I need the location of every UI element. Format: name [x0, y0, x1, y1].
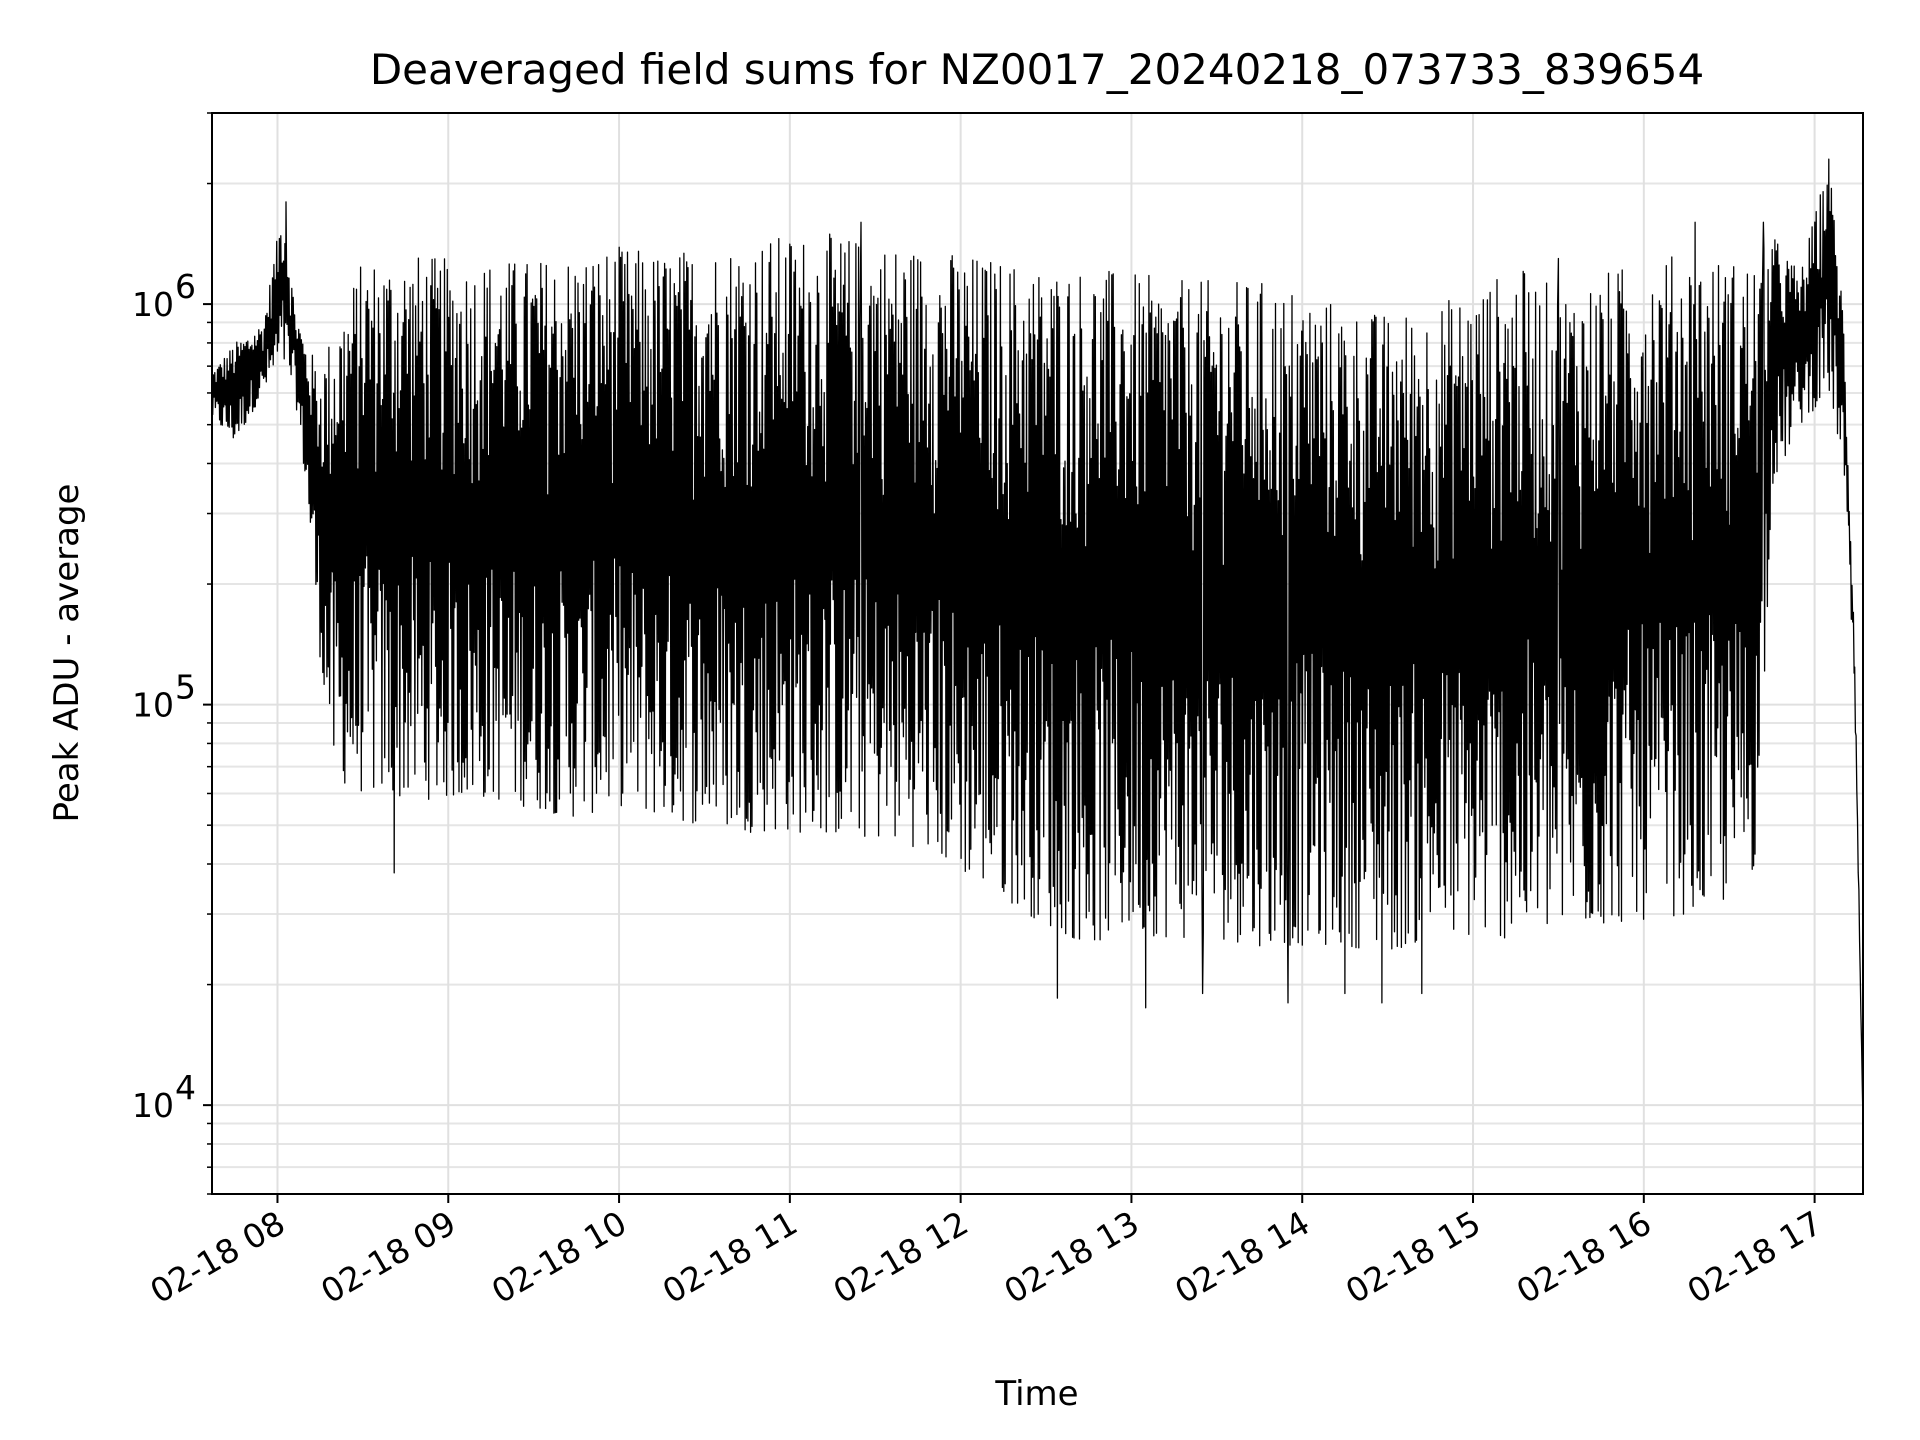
series-line — [212, 158, 1863, 1124]
chart-title: Deaveraged field sums for NZ0017_2024021… — [370, 45, 1704, 94]
y-axis-label: Peak ADU - average — [47, 484, 87, 823]
y-tick-label: 10 — [132, 285, 174, 324]
plot-frame — [211, 112, 1864, 1195]
y-tick-label: 10 — [132, 1086, 174, 1125]
y-tick-exponent: 5 — [175, 668, 196, 707]
series-path — [212, 158, 1863, 1124]
y-tick-exponent: 6 — [175, 267, 196, 306]
y-tick-label: 10 — [132, 686, 174, 725]
y-tick-exponent: 4 — [175, 1068, 196, 1107]
x-axis-label: Time — [994, 1374, 1078, 1414]
